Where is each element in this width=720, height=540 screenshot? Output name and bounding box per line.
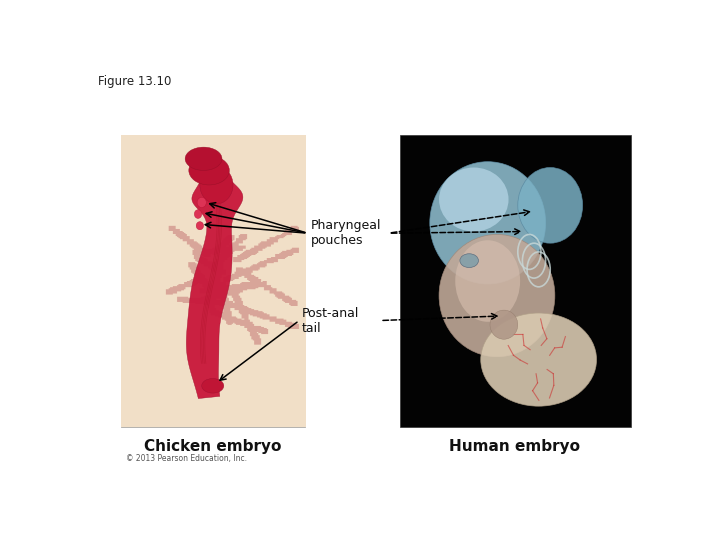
Ellipse shape — [197, 197, 207, 207]
Ellipse shape — [194, 210, 202, 219]
Ellipse shape — [185, 147, 222, 171]
Ellipse shape — [455, 240, 520, 322]
Ellipse shape — [439, 167, 508, 232]
Ellipse shape — [439, 234, 555, 357]
Ellipse shape — [430, 161, 546, 284]
Text: Chicken embryo: Chicken embryo — [144, 439, 282, 454]
Ellipse shape — [189, 156, 230, 185]
Ellipse shape — [202, 379, 224, 393]
Polygon shape — [186, 169, 243, 399]
Ellipse shape — [481, 313, 597, 406]
Bar — [400, 136, 631, 427]
Ellipse shape — [196, 221, 204, 230]
Text: Post-anal
tail: Post-anal tail — [302, 307, 359, 334]
Ellipse shape — [518, 167, 582, 243]
Text: Figure 13.10: Figure 13.10 — [99, 75, 172, 88]
Text: Pharyngeal
pouches: Pharyngeal pouches — [310, 219, 381, 247]
Bar — [121, 136, 305, 427]
Ellipse shape — [200, 166, 233, 204]
Text: Human embryo: Human embryo — [449, 439, 580, 454]
Circle shape — [460, 254, 478, 267]
Text: © 2013 Pearson Education, Inc.: © 2013 Pearson Education, Inc. — [126, 454, 247, 463]
Ellipse shape — [490, 310, 518, 339]
